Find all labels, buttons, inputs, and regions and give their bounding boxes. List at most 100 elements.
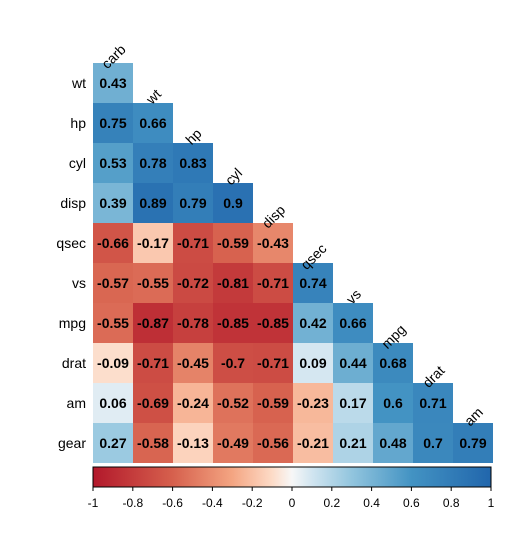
heatmap-cell-gear-wt [133,423,173,463]
colorbar-tick-label: 0.4 [363,496,380,510]
cell-value-gear-hp: -0.13 [177,435,209,451]
heatmap-cell-drat-hp [173,343,213,383]
cell-value-disp-wt: 0.89 [139,195,166,211]
cell-value-gear-mpg: 0.48 [379,435,406,451]
heatmap-cell-cyl-hp [173,143,213,183]
heatmap-cell-hp-carb [93,103,133,143]
heatmap-cell-gear-carb [93,423,133,463]
row-label-cyl: cyl [69,155,86,171]
heatmap-cell-qsec-carb [93,223,133,263]
row-label-hp: hp [70,115,86,131]
cell-value-hp-wt: 0.66 [139,115,166,131]
heatmap-cell-vs-qsec [293,263,333,303]
colorbar-tick-label: 0 [289,496,296,510]
heatmap-cell-cyl-carb [93,143,133,183]
colorbar-tick-label: -0.6 [162,496,183,510]
row-label-mpg: mpg [59,315,86,331]
row-labels: wt hp cyl disp qsec vs mpg drat am gear [56,75,86,451]
cell-value-cyl-wt: 0.78 [139,155,166,171]
cell-value-vs-cyl: -0.81 [217,275,249,291]
heatmap-cell-gear-drat [413,423,453,463]
heatmap-cell-drat-disp [253,343,293,383]
heatmap-cell-gear-vs [333,423,373,463]
heatmap-cell-mpg-wt [133,303,173,343]
cell-value-disp-hp: 0.79 [179,195,206,211]
cell-value-drat-disp: -0.71 [257,355,289,371]
colorbar-tick-label: 0.2 [323,496,340,510]
heatmap-cell-mpg-qsec [293,303,333,343]
cell-value-disp-carb: 0.39 [99,195,126,211]
row-label-disp: disp [60,195,86,211]
heatmap-cell-disp-wt [133,183,173,223]
heatmap-cell-am-drat [413,383,453,423]
heatmap-cell-hp-wt [133,103,173,143]
heatmap-cell-cyl-wt [133,143,173,183]
cell-value-am-cyl: -0.52 [217,395,249,411]
row-label-drat: drat [62,355,86,371]
heatmap-cell-mpg-disp [253,303,293,343]
cell-value-gear-cyl: -0.49 [217,435,249,451]
cell-value-am-vs: 0.17 [339,395,366,411]
heatmap-cell-mpg-vs [333,303,373,343]
colorbar-tick-label: -1 [88,496,99,510]
cell-value-vs-carb: -0.57 [97,275,129,291]
colorbar-tick-label: -0.4 [202,496,223,510]
colorbar-tick-label: -0.8 [122,496,143,510]
cell-value-mpg-qsec: 0.42 [299,315,326,331]
cell-value-vs-wt: -0.55 [137,275,169,291]
heatmap-cell-am-disp [253,383,293,423]
heatmap-cell-drat-mpg [373,343,413,383]
heatmap-cell-am-carb [93,383,133,423]
heatmap-cell-vs-cyl [213,263,253,303]
cell-value-drat-wt: -0.71 [137,355,169,371]
heatmap-cell-am-wt [133,383,173,423]
cell-value-drat-qsec: 0.09 [299,355,326,371]
cell-value-am-carb: 0.06 [99,395,126,411]
row-label-vs: vs [72,275,86,291]
heatmap-cell-mpg-hp [173,303,213,343]
row-label-wt: wt [71,75,86,91]
cell-value-am-hp: -0.24 [177,395,209,411]
cell-value-am-disp: -0.59 [257,395,289,411]
cell-value-drat-hp: -0.45 [177,355,209,371]
cell-value-am-mpg: 0.6 [383,395,403,411]
heatmap-cell-am-mpg [373,383,413,423]
heatmap-cell-vs-hp [173,263,213,303]
cell-value-qsec-hp: -0.71 [177,235,209,251]
cell-value-mpg-cyl: -0.85 [217,315,249,331]
heatmap-cell-am-cyl [213,383,253,423]
heatmap-cell-am-qsec [293,383,333,423]
cell-value-cyl-hp: 0.83 [179,155,206,171]
colorbar: -1 -0.8 -0.6 -0.4 -0.2 0 0.2 0.4 0.6 0.8 1 [88,466,495,510]
cell-value-gear-vs: 0.21 [339,435,366,451]
heatmap-cell-gear-qsec [293,423,333,463]
cell-value-vs-disp: -0.71 [257,275,289,291]
cell-value-hp-carb: 0.75 [99,115,126,131]
cell-value-vs-hp: -0.72 [177,275,209,291]
cell-value-drat-mpg: 0.68 [379,355,406,371]
heatmap-cell-mpg-carb [93,303,133,343]
heatmap-cell-vs-disp [253,263,293,303]
cell-value-mpg-wt: -0.87 [137,315,169,331]
cell-value-qsec-carb: -0.66 [97,235,129,251]
heatmap-cell-drat-carb [93,343,133,383]
heatmap-cell-gear-hp [173,423,213,463]
heatmap-cell-am-hp [173,383,213,423]
cell-value-mpg-carb: -0.55 [97,315,129,331]
cell-value-mpg-disp: -0.85 [257,315,289,331]
heatmap-cell-gear-am [453,423,493,463]
heatmap-cell-mpg-cyl [213,303,253,343]
row-label-qsec: qsec [56,235,86,251]
cell-value-gear-carb: 0.27 [99,435,126,451]
heatmap-cell-gear-mpg [373,423,413,463]
heatmap-cell-vs-wt [133,263,173,303]
cell-value-qsec-wt: -0.17 [137,235,169,251]
cell-value-disp-cyl: 0.9 [223,195,243,211]
heatmap-cell-drat-cyl [213,343,253,383]
colorbar-tick-label: 0.6 [403,496,420,510]
heatmap-cell-disp-hp [173,183,213,223]
heatmap-cell-vs-carb [93,263,133,303]
heatmap-cell-gear-disp [253,423,293,463]
cell-value-am-wt: -0.69 [137,395,169,411]
